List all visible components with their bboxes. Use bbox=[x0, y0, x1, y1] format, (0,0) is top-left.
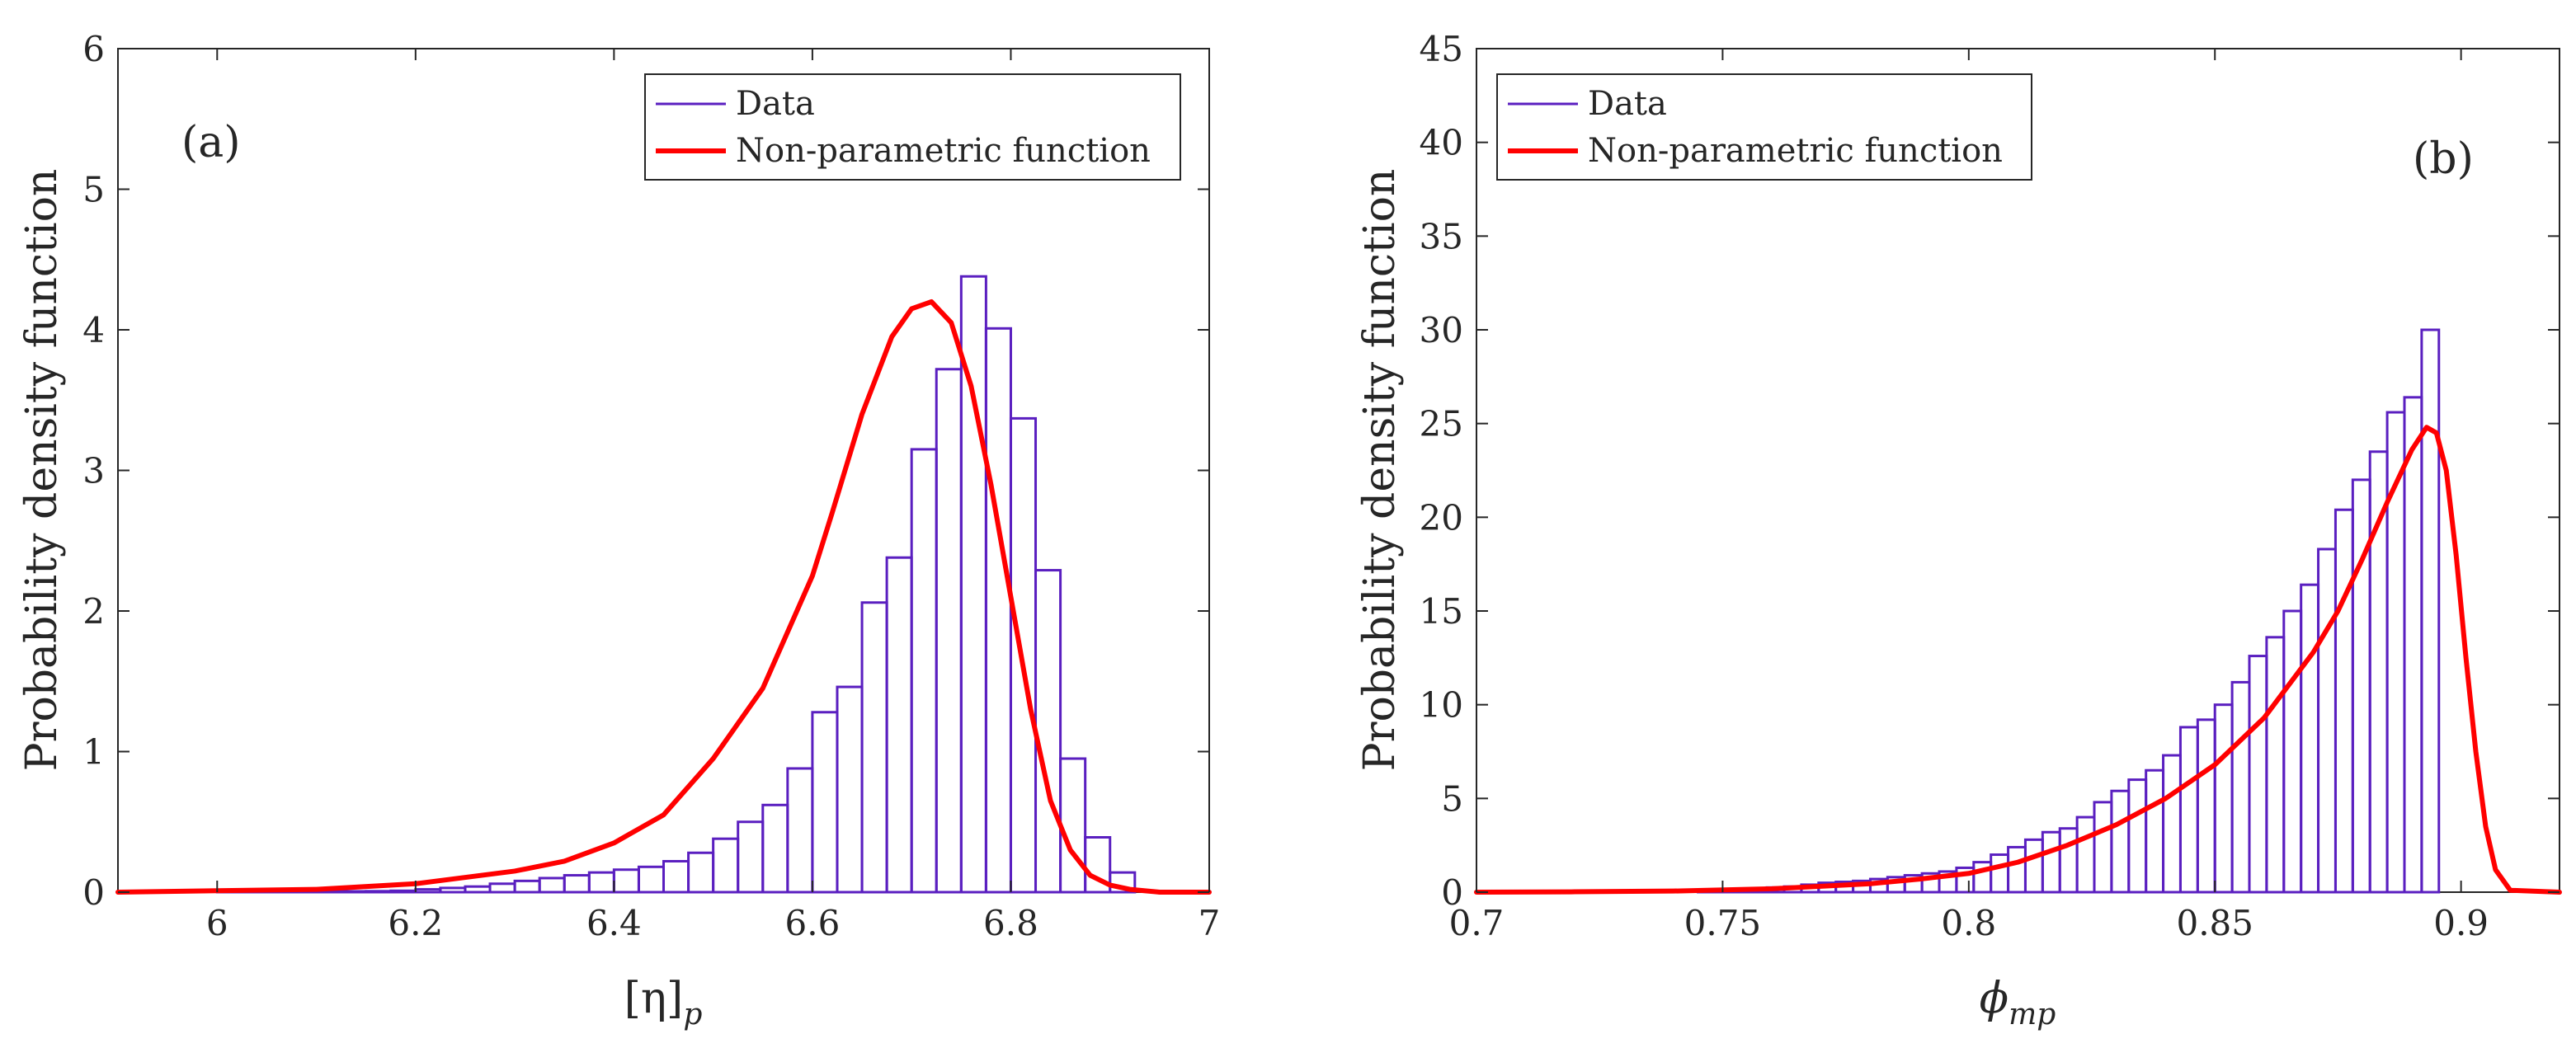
y-tick-label: 6 bbox=[82, 29, 105, 69]
density-curve bbox=[115, 298, 1212, 895]
x-tick-label: 6.6 bbox=[785, 903, 841, 943]
histogram-bar bbox=[340, 890, 368, 894]
y-tick-label: 35 bbox=[1420, 216, 1463, 256]
x-tick-label: 6 bbox=[206, 903, 228, 943]
y-tick-label: 0 bbox=[1441, 872, 1463, 913]
histogram-bar bbox=[389, 889, 417, 894]
density-curve bbox=[1474, 425, 2562, 895]
y-tick-label: 10 bbox=[1420, 685, 1463, 726]
y-tick-label: 4 bbox=[82, 310, 105, 350]
histogram-bar bbox=[1084, 836, 1112, 894]
x-tick-label: 0.9 bbox=[2433, 903, 2489, 943]
y-tick-label: 30 bbox=[1420, 310, 1463, 350]
legend-label-curve: Non-parametric function bbox=[736, 132, 1151, 170]
legend-box bbox=[1496, 73, 2032, 181]
y-tick-label: 2 bbox=[82, 591, 105, 632]
y-tick-label: 25 bbox=[1420, 404, 1463, 444]
y-tick-label: 40 bbox=[1420, 123, 1463, 163]
legend: Data Non-parametric function bbox=[644, 73, 1181, 181]
legend-label-curve: Non-parametric function bbox=[1588, 132, 2003, 170]
panel-label: (a) bbox=[181, 118, 241, 167]
y-tick-label: 5 bbox=[1441, 778, 1463, 819]
plot-area bbox=[117, 48, 1210, 893]
y-axis-label: Probability density function bbox=[1355, 169, 1405, 772]
x-tick-label: 0.7 bbox=[1449, 903, 1505, 943]
y-tick-label: 3 bbox=[82, 451, 105, 491]
y-axis-label: Probability density function bbox=[17, 169, 67, 772]
legend-label-data: Data bbox=[1588, 85, 1667, 123]
plot-area bbox=[1476, 48, 2560, 893]
panel-label: (b) bbox=[2413, 134, 2474, 184]
legend: Data Non-parametric function bbox=[1496, 73, 2032, 181]
x-tick-label: 6.4 bbox=[586, 903, 642, 943]
x-tick-label: 0.8 bbox=[1941, 903, 1996, 943]
x-tick-label: 6.8 bbox=[983, 903, 1038, 943]
histogram-bar bbox=[2420, 328, 2441, 894]
legend-box bbox=[644, 73, 1181, 181]
y-tick-label: 5 bbox=[82, 170, 105, 210]
x-tick-label: 0.85 bbox=[2176, 903, 2253, 943]
x-tick-label: 0.75 bbox=[1684, 903, 1762, 943]
y-tick-label: 0 bbox=[82, 872, 105, 913]
y-tick-label: 1 bbox=[82, 732, 105, 773]
legend-label-data: Data bbox=[736, 85, 815, 123]
y-tick-label: 15 bbox=[1420, 591, 1463, 632]
x-tick-label: 7 bbox=[1199, 903, 1221, 943]
x-tick-label: 6.2 bbox=[388, 903, 443, 943]
y-tick-label: 20 bbox=[1420, 497, 1463, 538]
histogram-bar bbox=[365, 890, 393, 894]
x-axis-label: ϕmp bbox=[1980, 974, 2056, 1032]
x-axis-label: [η]p bbox=[624, 974, 703, 1032]
chart-panel-a: 6 6.2 6.4 6.6 6.8 7 0 1 2 3 4 5 6 (a) Probability de… bbox=[17, 29, 1220, 1032]
histogram-bar bbox=[1109, 871, 1137, 894]
y-tick-label: 45 bbox=[1420, 29, 1463, 69]
